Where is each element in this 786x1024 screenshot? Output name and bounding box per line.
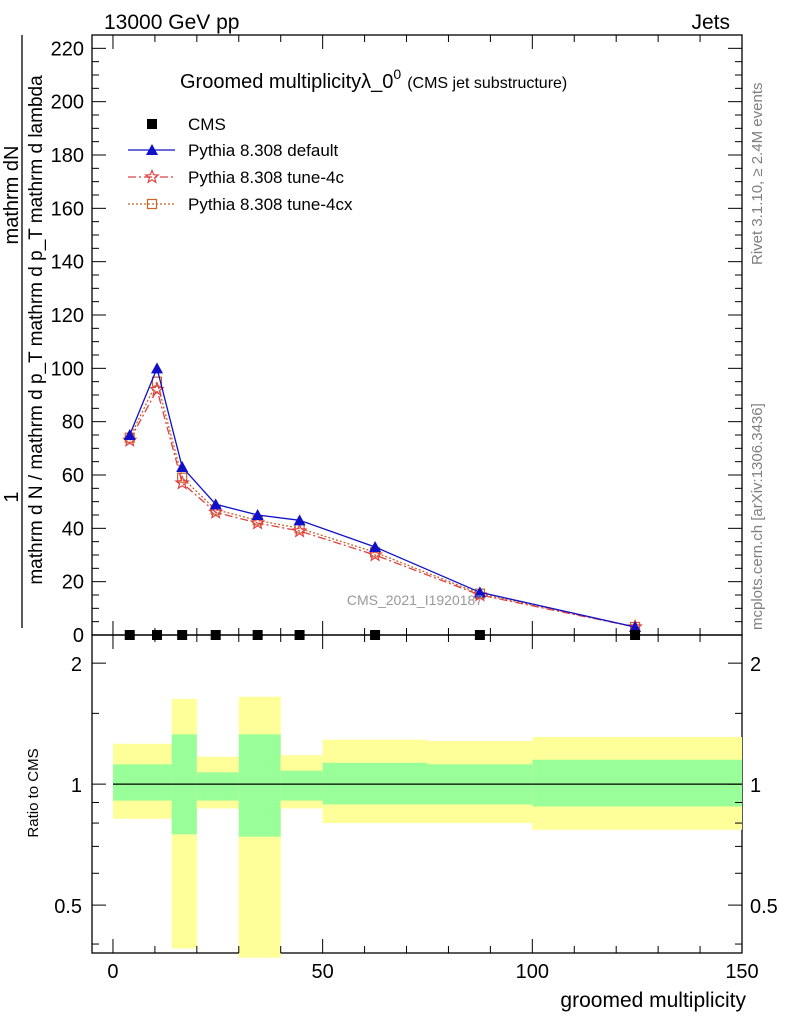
y-tick-label: 160 bbox=[51, 198, 84, 220]
pythia-default-point bbox=[123, 429, 136, 440]
pythia-default-point bbox=[209, 498, 222, 510]
y-tick-label: 180 bbox=[51, 145, 84, 167]
series-line-3 bbox=[129, 379, 636, 628]
pythia-tune4cx-point bbox=[177, 472, 188, 483]
ratio-bands bbox=[112, 696, 742, 958]
x-tick-label: 0 bbox=[107, 961, 118, 983]
xlabel: groomed multiplicity bbox=[560, 989, 746, 1012]
x-tick-label: 50 bbox=[312, 961, 334, 983]
y-tick-label: 40 bbox=[62, 518, 84, 540]
pythia-tune4cx-point bbox=[146, 198, 158, 210]
x-tick-label: 100 bbox=[516, 961, 549, 983]
pythia-default-point bbox=[251, 509, 264, 520]
legend-label: Pythia 8.308 default bbox=[188, 141, 339, 160]
pythia-default-point bbox=[146, 144, 158, 155]
ylabel-denominator: mathrm d N / mathrm d p_T mathrm d p_T m… bbox=[26, 75, 47, 585]
header-right: Jets bbox=[691, 11, 730, 34]
header-left: 13000 GeV pp bbox=[104, 11, 239, 34]
series-line-1 bbox=[129, 366, 636, 628]
pythia-tune4c-point bbox=[291, 522, 308, 538]
ratio-y-tick-label: 1 bbox=[71, 775, 82, 797]
watermark: CMS_2021_I1920187 bbox=[347, 592, 483, 608]
y-tick-label: 80 bbox=[62, 412, 84, 434]
y-tick-label: 20 bbox=[62, 572, 84, 594]
cms-point bbox=[147, 119, 157, 129]
y-tick-label: 60 bbox=[62, 465, 84, 487]
ratio-y-tick-label: 0.5 bbox=[54, 896, 82, 918]
ratio-y-tick-label: 2 bbox=[71, 654, 82, 676]
rivet-label: Rivet 3.1.10, ≥ 2.4M events bbox=[749, 83, 766, 266]
ratio-y-tick-label-right: 1 bbox=[750, 775, 761, 797]
ratio-inner-band bbox=[532, 759, 742, 807]
y-tick-label: 100 bbox=[51, 358, 84, 380]
ratio-inner-band bbox=[112, 764, 172, 801]
ratio-axis-ticks: 0.5 0.5 1 1 2 2 0 50 100 150 bbox=[54, 635, 778, 983]
legend: CMS Pythia 8.308 default Pythia 8.308 tune… bbox=[128, 115, 353, 214]
y-tick-label: 120 bbox=[51, 305, 84, 327]
legend-label: Pythia 8.308 tune-4cx bbox=[188, 195, 353, 214]
ylabel-numerator-one: 1 bbox=[1, 491, 23, 502]
ratio-inner-band bbox=[280, 770, 323, 801]
series-line-2 bbox=[129, 387, 636, 628]
pythia-default-point bbox=[293, 514, 306, 526]
pythia-default-point bbox=[473, 586, 486, 598]
mcplots-label: mcplots.cern.ch [arXiv:1306.3436] bbox=[749, 403, 766, 630]
main-axis-ticks: 0 20 40 60 80 100 120 140 160 180 200 220 bbox=[51, 34, 743, 647]
pythia-tune4c-point bbox=[367, 546, 383, 562]
y-tick-label: 200 bbox=[51, 92, 84, 114]
ratio-inner-band bbox=[196, 772, 239, 801]
pythia-default-point bbox=[176, 461, 189, 472]
pythia-default-point bbox=[151, 362, 163, 374]
ratio-y-tick-label-right: 2 bbox=[750, 654, 761, 676]
pythia-tune4c-point bbox=[207, 504, 224, 519]
pythia-default-point bbox=[629, 621, 642, 632]
y-tick-label: 140 bbox=[51, 252, 84, 274]
x-tick-label: 150 bbox=[725, 961, 758, 983]
chart-title-sup: 0 bbox=[393, 66, 401, 82]
ratio-inner-band bbox=[238, 734, 281, 837]
ratio-y-tick-label-right: 0.5 bbox=[750, 896, 778, 918]
chart-title: Groomed multiplicityλ_00 (CMS jet substru… bbox=[180, 66, 567, 93]
pythia-tune4c-point bbox=[174, 474, 190, 490]
ratio-ylabel: Ratio to CMS bbox=[25, 748, 42, 837]
ylabel-numerator: mathrm dN bbox=[1, 146, 23, 245]
chart-title-sub: (CMS jet substructure) bbox=[407, 75, 567, 92]
pythia-tune4cx-point bbox=[151, 376, 163, 387]
y-tick-label: 220 bbox=[51, 38, 84, 60]
y-tick-label: 0 bbox=[73, 625, 84, 647]
pythia-tune4c-point bbox=[249, 514, 266, 530]
legend-label: CMS bbox=[188, 115, 226, 134]
pythia-tune4c-point bbox=[144, 168, 160, 184]
pythia-default-point bbox=[369, 541, 382, 552]
legend-label: Pythia 8.308 tune-4c bbox=[188, 168, 344, 187]
chart-title-main: Groomed multiplicityλ_0 bbox=[180, 71, 393, 93]
